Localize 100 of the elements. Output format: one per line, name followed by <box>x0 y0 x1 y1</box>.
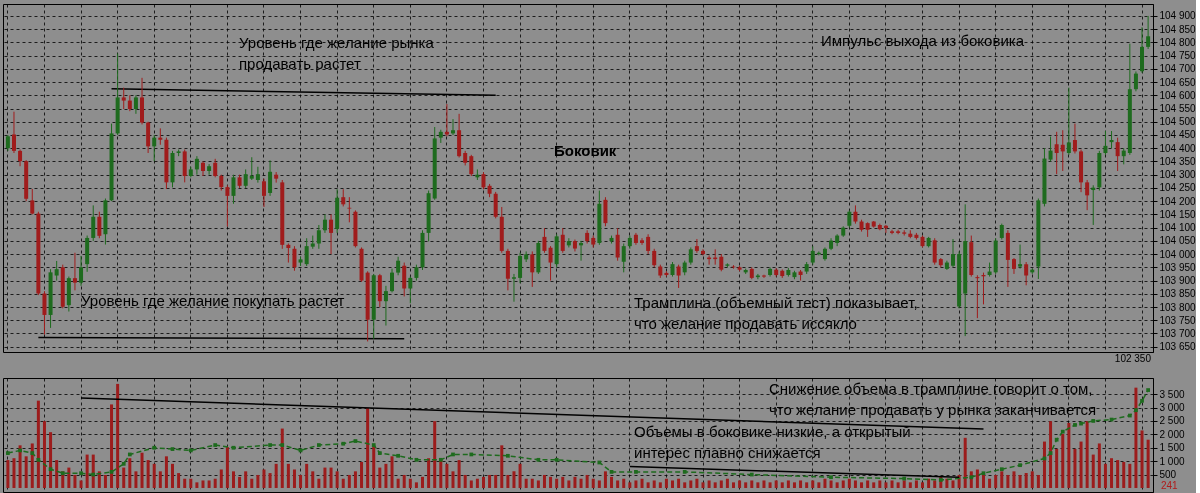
bar <box>1091 454 1095 488</box>
candlestick <box>640 237 645 246</box>
point <box>969 475 974 480</box>
bar <box>762 480 766 488</box>
bar <box>1006 474 1010 488</box>
bar <box>463 474 467 488</box>
candlestick <box>383 285 388 327</box>
bar <box>872 482 876 488</box>
y-tick-label: 103 900 <box>1159 275 1197 287</box>
bar <box>628 482 632 488</box>
bar <box>512 471 516 488</box>
bar <box>262 469 266 488</box>
bar <box>427 458 431 488</box>
bar <box>664 478 668 488</box>
candlestick <box>1085 179 1090 211</box>
candlestick <box>329 213 334 255</box>
point <box>1134 408 1138 413</box>
annotation: Уровень где желание покупать растет <box>81 292 345 309</box>
bar <box>414 482 418 488</box>
y-tick-label: 104 150 <box>1159 208 1197 220</box>
point <box>438 457 443 462</box>
bar <box>774 480 778 488</box>
candlestick <box>194 155 199 176</box>
candlestick <box>1115 137 1120 172</box>
candlestick <box>231 174 236 205</box>
y-tick-label: 104 100 <box>1159 222 1197 234</box>
bar <box>524 478 528 488</box>
bar <box>908 482 912 488</box>
annotation: Импульс выхода из боковика <box>821 32 1025 49</box>
bar <box>36 400 40 488</box>
bar <box>701 482 705 488</box>
candlestick <box>951 238 955 268</box>
candlestick <box>201 160 205 177</box>
bar <box>683 482 687 488</box>
y-tick-label: 1 000 <box>1159 455 1185 467</box>
candlestick <box>1146 15 1151 50</box>
candlestick <box>152 134 157 162</box>
bar <box>1000 471 1004 488</box>
bar <box>622 478 626 488</box>
y-tick-label: 3 000 <box>1159 402 1185 414</box>
candlestick <box>261 178 266 208</box>
bar <box>238 476 242 488</box>
y-tick-label: 104 600 <box>1159 89 1197 101</box>
bar <box>110 404 114 488</box>
bar <box>1055 448 1059 488</box>
candlestick <box>676 264 681 289</box>
bar <box>177 473 181 488</box>
bar <box>817 482 821 488</box>
candlestick <box>292 245 297 272</box>
point <box>1018 463 1022 468</box>
y-tick-label: 104 850 <box>1159 23 1197 35</box>
bar <box>1103 463 1107 488</box>
candlestick <box>530 250 535 288</box>
y-tick-label: 104 300 <box>1159 169 1197 181</box>
bar <box>164 456 168 488</box>
bar <box>927 478 931 488</box>
bar <box>652 480 656 488</box>
bar <box>585 474 589 488</box>
bar <box>975 469 979 488</box>
candlestick <box>975 274 980 319</box>
candlestick <box>72 252 77 291</box>
bar <box>183 478 187 488</box>
bar <box>201 480 205 488</box>
candlestick <box>158 127 163 146</box>
bar <box>646 482 650 488</box>
bar <box>445 463 449 488</box>
bar <box>250 478 254 488</box>
bar <box>536 480 540 488</box>
y-tick-label: 104 350 <box>1159 155 1197 167</box>
bar <box>597 480 601 488</box>
bar <box>488 474 492 488</box>
bar <box>207 480 211 488</box>
bar <box>6 460 10 488</box>
bar <box>171 463 175 488</box>
annotation: Объемы в боковике низкие, а открытый интерес плавно снижается <box>634 423 911 461</box>
bar <box>981 474 985 488</box>
bar <box>841 480 845 488</box>
bar <box>421 476 425 488</box>
point <box>377 451 382 455</box>
y-tick-label: 103 950 <box>1159 261 1197 273</box>
bar <box>896 482 900 488</box>
bar <box>433 421 437 488</box>
bar <box>134 471 138 488</box>
bar <box>658 482 662 488</box>
bar <box>805 482 809 488</box>
bar <box>274 463 278 488</box>
bar <box>292 469 296 488</box>
bar <box>835 482 839 488</box>
bar <box>555 478 559 488</box>
bar <box>396 478 400 488</box>
bar <box>890 480 894 488</box>
point <box>536 457 541 462</box>
candlestick <box>469 154 474 177</box>
candlestick <box>1054 131 1059 175</box>
candlestick <box>932 237 937 266</box>
bar <box>299 474 303 488</box>
point <box>1060 429 1065 434</box>
bar <box>311 471 315 488</box>
candlestick <box>121 87 126 110</box>
bar <box>1061 434 1065 488</box>
